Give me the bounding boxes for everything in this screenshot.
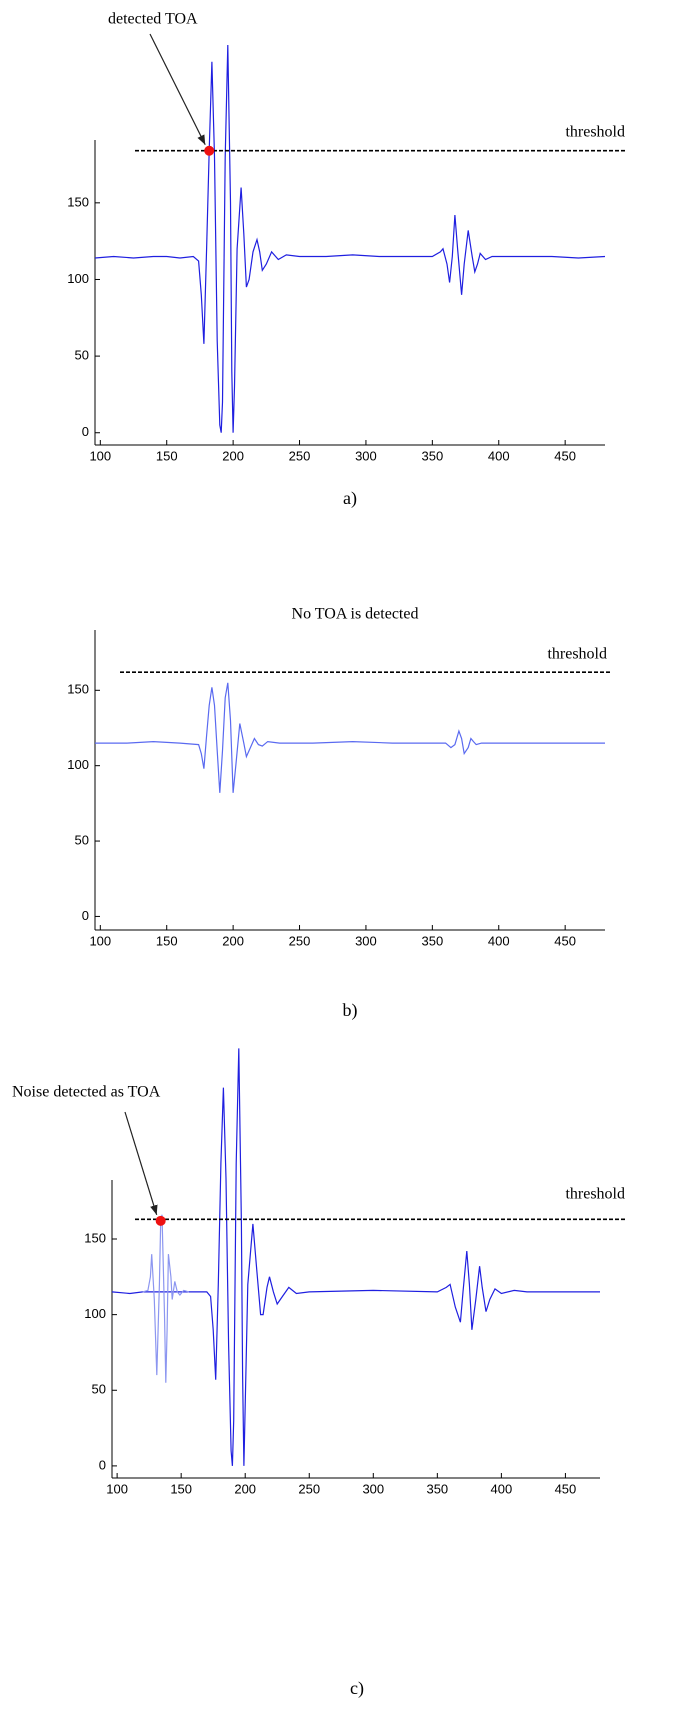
caption: b): [343, 1000, 358, 1021]
x-tick-label: 400: [488, 448, 510, 463]
detection-point: [155, 1215, 166, 1226]
chart-title: No TOA is detected: [292, 606, 419, 623]
signal-line: [111, 1048, 600, 1466]
annotation: Noise detected as TOA: [12, 1084, 161, 1101]
threshold-label: threshold: [565, 124, 625, 141]
y-tick-label: 100: [67, 271, 89, 286]
x-tick-label: 350: [426, 1481, 448, 1496]
y-tick-label: 0: [82, 424, 89, 439]
x-tick-label: 250: [289, 448, 311, 463]
x-tick-label: 450: [555, 1481, 577, 1496]
y-tick-label: 100: [67, 757, 89, 772]
x-tick-label: 300: [362, 1481, 384, 1496]
x-tick-label: 100: [106, 1481, 128, 1496]
y-tick-label: 150: [67, 194, 89, 209]
x-tick-label: 400: [488, 933, 510, 948]
x-tick-label: 100: [89, 933, 111, 948]
annotation-arrow: [149, 33, 206, 145]
x-tick-label: 450: [554, 448, 576, 463]
x-tick-label: 100: [89, 448, 111, 463]
annotation-arrow: [124, 1111, 158, 1216]
caption: a): [343, 488, 357, 509]
y-tick-label: 100: [84, 1306, 106, 1321]
detection-point: [204, 145, 215, 156]
x-tick-label: 300: [355, 448, 377, 463]
x-tick-label: 200: [222, 933, 244, 948]
y-tick-label: 0: [99, 1457, 106, 1472]
y-tick-label: 50: [92, 1382, 106, 1397]
signal-line: [95, 682, 605, 793]
x-tick-label: 150: [170, 1481, 192, 1496]
x-tick-label: 150: [156, 448, 178, 463]
threshold-label: threshold: [565, 1186, 625, 1203]
y-tick-label: 50: [75, 348, 89, 363]
y-tick-label: 0: [82, 908, 89, 923]
x-tick-label: 300: [355, 933, 377, 948]
y-tick-label: 150: [67, 682, 89, 697]
x-tick-label: 200: [222, 448, 244, 463]
x-tick-label: 350: [421, 448, 443, 463]
x-tick-label: 250: [289, 933, 311, 948]
y-tick-label: 50: [75, 832, 89, 847]
y-tick-label: 150: [84, 1230, 106, 1245]
x-tick-label: 250: [298, 1481, 320, 1496]
threshold-label: threshold: [547, 646, 607, 663]
caption: c): [350, 1678, 364, 1699]
x-tick-label: 200: [234, 1481, 256, 1496]
x-tick-label: 150: [156, 933, 178, 948]
signal-line: [94, 44, 606, 433]
x-tick-label: 400: [491, 1481, 513, 1496]
x-tick-label: 350: [421, 933, 443, 948]
signal-line: [142, 1214, 190, 1383]
annotation: detected TOA: [108, 11, 198, 28]
x-tick-label: 450: [554, 933, 576, 948]
